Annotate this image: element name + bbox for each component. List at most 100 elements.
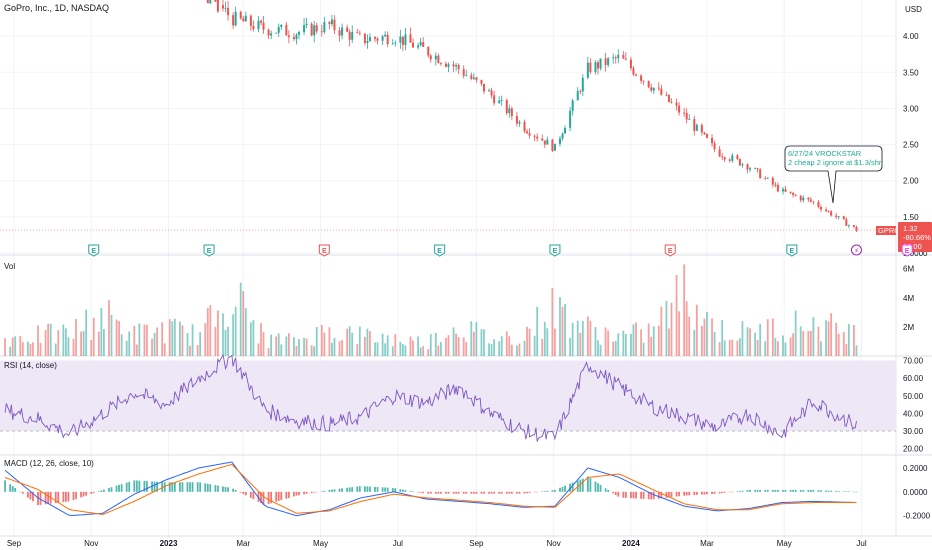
macd-histogram-bar — [168, 482, 171, 492]
idea-annotation[interactable]: 6/27/24 VROCKSTAR 2 cheap 2 ignore at $1… — [784, 145, 883, 204]
volume-bar — [749, 328, 751, 356]
price-tick-label: 1.50 — [903, 213, 919, 222]
candle-down — [660, 88, 663, 95]
candle-down — [721, 156, 724, 158]
event-earnings_beat[interactable]: E — [549, 244, 561, 257]
volume-bar — [746, 327, 749, 356]
volume-bar — [429, 334, 432, 356]
candle-down — [667, 94, 670, 102]
volume-bar — [72, 338, 75, 356]
volume-bar — [756, 339, 759, 356]
volume-bar — [57, 330, 60, 356]
macd-histogram-bar — [133, 480, 136, 492]
macd-histogram-bar — [394, 488, 397, 492]
volume-bar — [9, 346, 12, 356]
macd-histogram-bar — [526, 491, 528, 494]
candle-up — [391, 43, 394, 45]
volume-tick-label: 4M — [903, 294, 914, 303]
event-upcoming[interactable]: E — [901, 244, 913, 257]
event-earnings_beat[interactable]: E — [88, 244, 100, 257]
macd-histogram-bar — [741, 490, 744, 492]
macd-histogram-bar — [731, 491, 734, 493]
macd-histogram-bar — [239, 491, 242, 493]
macd-histogram-bar — [835, 490, 838, 492]
volume-bar — [551, 288, 554, 356]
macd-histogram-bar — [153, 481, 156, 492]
candle-down — [482, 83, 485, 92]
volume-pane[interactable] — [4, 264, 858, 356]
candle-down — [647, 80, 650, 88]
volume-bar — [802, 331, 805, 356]
event-earnings_miss[interactable]: E — [664, 244, 676, 257]
event-earnings_beat[interactable]: E — [786, 244, 798, 257]
volume-bar — [614, 340, 617, 356]
macd-histogram-bar — [528, 491, 531, 493]
time-tick-label: May — [313, 539, 328, 548]
candle-up — [257, 20, 260, 30]
candle-down — [206, 0, 209, 4]
candle-down — [543, 140, 546, 145]
volume-bar — [417, 336, 419, 356]
time-axis: Sep Nov 2023 Mar May Jul Sep Nov 2024 Mar May Jul — [7, 539, 867, 548]
rsi-pane[interactable] — [0, 353, 896, 442]
macd-histogram-bar — [138, 480, 141, 492]
volume-bar — [493, 339, 496, 356]
volume-bar — [518, 343, 521, 356]
event-earnings_beat[interactable]: E — [203, 244, 215, 257]
candle-up — [518, 121, 521, 124]
candle-down — [551, 139, 554, 151]
macd-histogram-bar — [721, 491, 724, 494]
volume-bar — [536, 306, 539, 356]
macd-histogram-bar — [855, 491, 858, 493]
candle-down — [536, 136, 539, 139]
event-earnings_beat[interactable]: E — [434, 244, 446, 257]
macd-histogram-bar — [305, 491, 308, 494]
volume-bar — [771, 318, 774, 356]
volume-bar — [249, 322, 252, 356]
event-label: E — [322, 248, 327, 255]
event-label: E — [668, 248, 673, 255]
last-price: 1.32 — [903, 224, 918, 233]
earnings-icon — [318, 244, 330, 257]
macd-histogram-bar — [455, 491, 458, 494]
macd-histogram-bar — [47, 491, 50, 504]
candle-down — [678, 105, 681, 113]
candle-down — [510, 108, 513, 117]
volume-bar — [695, 304, 698, 356]
macd-histogram-bar — [807, 489, 810, 492]
events-row[interactable]: E E E E E E E ⚡ E — [88, 244, 913, 257]
time-tick-label: Mar — [236, 539, 250, 548]
earnings-icon — [901, 244, 913, 257]
macd-histogram-bar — [260, 491, 262, 504]
macd-histogram-bar — [9, 484, 12, 492]
price-pane[interactable] — [206, 0, 858, 233]
volume-bar — [277, 333, 280, 356]
candle-up — [498, 100, 501, 104]
candle-down — [852, 225, 855, 228]
event-split_flash[interactable]: ⚡ — [850, 244, 862, 256]
candle-up — [652, 87, 655, 91]
volume-bar — [617, 333, 620, 356]
macd-pane[interactable] — [4, 461, 858, 517]
macd-histogram-bar — [67, 491, 70, 502]
volume-bar — [452, 327, 455, 356]
volume-bar — [739, 338, 741, 356]
macd-histogram-bar — [652, 491, 655, 500]
macd-histogram-bar — [315, 491, 318, 493]
volume-bar — [234, 306, 237, 356]
candle-down — [462, 69, 465, 76]
candle-up — [546, 139, 549, 145]
macd-histogram-bar — [624, 491, 627, 498]
symbol-title: GoPro, Inc., 1D, NASDAQ — [4, 3, 109, 13]
macd-histogram-bar — [784, 489, 787, 492]
macd-histogram-bar — [665, 491, 668, 498]
macd-histogram-bar — [118, 484, 120, 492]
price-tick-label: 4.00 — [903, 32, 919, 41]
macd-histogram-bar — [777, 489, 779, 492]
event-earnings_miss[interactable]: E — [318, 244, 330, 257]
macd-histogram-bar — [381, 487, 384, 492]
candle-down — [728, 159, 731, 161]
candle-down — [817, 201, 820, 207]
candle-up — [688, 119, 691, 120]
